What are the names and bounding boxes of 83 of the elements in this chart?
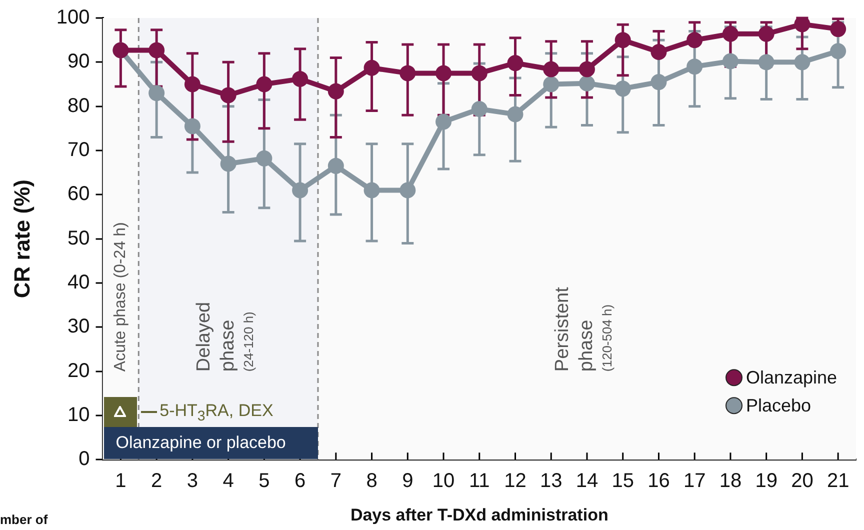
- point: [830, 21, 846, 38]
- point: [614, 80, 631, 97]
- x-tick-label: 9: [402, 470, 414, 492]
- y-tick-label: 40: [68, 271, 90, 294]
- point: [184, 118, 200, 134]
- point: [830, 43, 846, 60]
- point: [471, 65, 488, 82]
- point: [148, 85, 165, 102]
- x-tick-label: 14: [576, 470, 598, 492]
- point: [364, 182, 380, 198]
- point: [578, 75, 595, 92]
- annotation: 5-HT$_{3}$RA, DEX: [160, 400, 274, 424]
- x-tick-label: 6: [294, 470, 306, 492]
- y-tick-label: 0: [78, 448, 90, 470]
- point: [507, 106, 524, 122]
- point: [543, 61, 560, 78]
- text: mber of: [0, 512, 48, 527]
- y-axis-title: CR rate (%): [9, 180, 34, 298]
- point: [722, 53, 738, 70]
- point: [292, 182, 308, 198]
- x-tick-label: 13: [540, 470, 562, 492]
- point: [220, 87, 236, 104]
- annotation: Olanzapine or placebo: [116, 432, 286, 453]
- x-tick-label: 12: [504, 470, 526, 492]
- point: [220, 156, 236, 172]
- point: [686, 58, 703, 75]
- x-tick-label: 4: [222, 470, 234, 492]
- legend-label: Placebo: [746, 396, 812, 416]
- y-tick-label: 30: [68, 316, 90, 338]
- x-tick-label: 1: [115, 470, 126, 492]
- x-tick-label: 7: [330, 470, 342, 492]
- band-label: Acute phase (0-24 h): [112, 222, 130, 372]
- point: [614, 32, 631, 48]
- y-tick-label: 90: [68, 50, 90, 73]
- point: [364, 60, 380, 76]
- y-tick-label: 50: [68, 227, 90, 250]
- point: [650, 44, 667, 60]
- point: [543, 76, 560, 92]
- x-tick-label: 5: [258, 470, 270, 492]
- point: [758, 54, 774, 70]
- point: [794, 18, 810, 32]
- point: [794, 54, 810, 70]
- point: [650, 74, 667, 90]
- point: [256, 150, 272, 166]
- x-tick-label: 8: [366, 470, 378, 492]
- point: [722, 26, 738, 42]
- point: [256, 76, 272, 92]
- y-tick-label: 20: [68, 360, 90, 382]
- point: [758, 26, 774, 42]
- point: [328, 83, 344, 100]
- x-tick-label: 18: [719, 470, 742, 492]
- point: [436, 114, 452, 130]
- y-tick-label: 10: [68, 404, 90, 426]
- point: [578, 61, 595, 78]
- point: [436, 65, 452, 82]
- x-tick-label: 20: [791, 470, 814, 492]
- band-label: Delayed phase (24-120 h): [194, 302, 256, 372]
- x-tick-label: 3: [186, 470, 198, 492]
- x-tick-label: 16: [648, 470, 670, 492]
- point: [686, 32, 703, 48]
- x-tick-label: 2: [151, 470, 162, 492]
- x-tick-label: 15: [612, 470, 634, 492]
- point: [292, 70, 308, 87]
- point: [400, 65, 416, 82]
- legend-label: Olanzapine: [746, 368, 838, 388]
- point: [507, 55, 524, 72]
- point: [148, 42, 165, 58]
- point: [471, 100, 488, 117]
- schedule-box: Olanzapine or placebo: [104, 426, 318, 459]
- point: [184, 76, 200, 92]
- x-tick-label: 17: [683, 470, 706, 492]
- x-tick-label: 10: [432, 470, 455, 492]
- x-tick-label: 21: [826, 470, 850, 492]
- y-tick-label: 100: [56, 6, 90, 29]
- y-tick-label: 60: [68, 183, 90, 206]
- y-tick-label: 80: [68, 94, 90, 117]
- y-tick-label: 70: [68, 138, 90, 161]
- x-axis-title: Days after T-DXd administration: [350, 505, 608, 524]
- point: [328, 158, 344, 174]
- band-label: Persistent phase (120-504 h): [552, 286, 615, 372]
- x-tick-label: 11: [469, 470, 490, 492]
- point: [400, 182, 416, 198]
- x-tick-label: 19: [755, 470, 778, 492]
